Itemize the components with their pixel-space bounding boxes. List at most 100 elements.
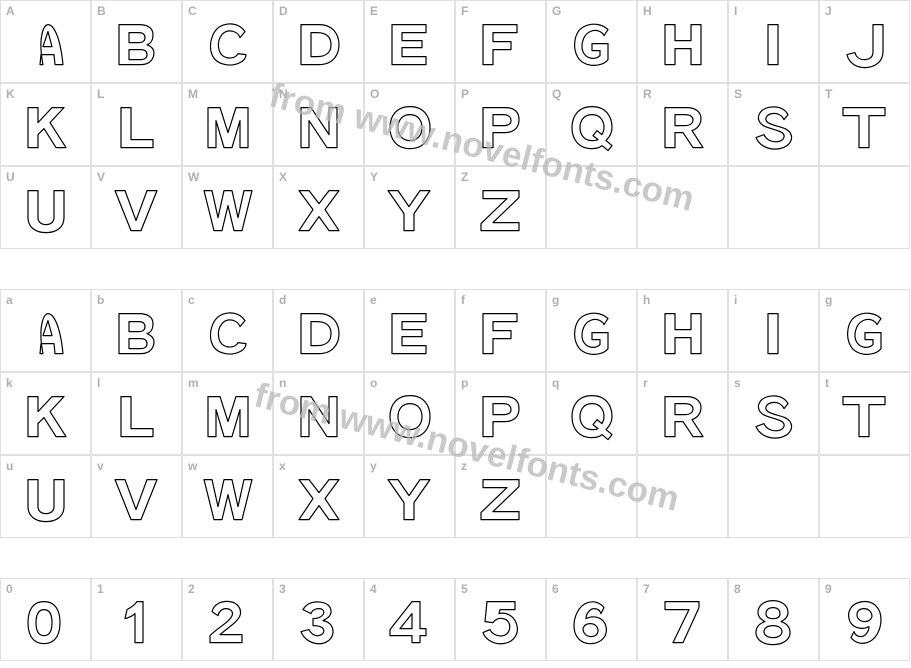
glyph-cell: F <box>455 0 546 83</box>
glyph-4 <box>382 596 438 648</box>
key-label: 9 <box>825 582 832 596</box>
glyph-5 <box>473 596 529 648</box>
key-label: T <box>825 87 832 101</box>
glyph-cell: V <box>91 166 182 249</box>
glyph-9 <box>837 596 893 648</box>
key-label: 0 <box>6 582 13 596</box>
spacer-cell <box>455 249 546 289</box>
key-label: G <box>552 4 561 18</box>
glyph-cell: n <box>273 372 364 455</box>
glyph-cell: k <box>0 372 91 455</box>
key-label: J <box>825 4 832 18</box>
glyph-cell: g <box>546 289 637 372</box>
glyph-cell: f <box>455 289 546 372</box>
blank-cell <box>819 455 910 538</box>
key-label: K <box>6 87 15 101</box>
glyph-cell: Y <box>364 166 455 249</box>
glyph-cell: W <box>182 166 273 249</box>
key-label: W <box>188 170 199 184</box>
glyph-cell: M <box>182 83 273 166</box>
key-label: A <box>6 4 15 18</box>
key-label: e <box>370 293 377 307</box>
glyph-cell: m <box>182 372 273 455</box>
key-label: N <box>279 87 288 101</box>
key-label: h <box>643 293 650 307</box>
glyph-1 <box>109 596 165 648</box>
glyph-row: 0123456789 <box>0 578 911 661</box>
glyph-K <box>18 390 74 442</box>
glyph-L <box>109 390 165 442</box>
glyph-cell: g <box>819 289 910 372</box>
glyph-cell: e <box>364 289 455 372</box>
glyph-cell: H <box>637 0 728 83</box>
glyph-cell: z <box>455 455 546 538</box>
glyph-7 <box>655 596 711 648</box>
glyph-cell: Z <box>455 166 546 249</box>
glyph-I <box>746 18 802 70</box>
key-label: c <box>188 293 195 307</box>
glyph-T <box>837 390 893 442</box>
glyph-V <box>109 184 165 236</box>
key-label: L <box>97 87 104 101</box>
glyph-6 <box>564 596 620 648</box>
glyph-D <box>291 18 347 70</box>
glyph-cell: v <box>91 455 182 538</box>
key-label: E <box>370 4 378 18</box>
glyph-U <box>18 473 74 525</box>
key-label: b <box>97 293 104 307</box>
key-label: 2 <box>188 582 195 596</box>
glyph-D <box>291 307 347 359</box>
glyph-N <box>291 101 347 153</box>
glyph-H <box>655 307 711 359</box>
glyph-T <box>837 101 893 153</box>
spacer-cell <box>455 538 546 578</box>
glyph-row: U VW XYZ <box>0 166 911 249</box>
glyph-row: abcdefghig <box>0 289 911 372</box>
spacer-cell <box>182 538 273 578</box>
glyph-cell: N <box>273 83 364 166</box>
glyph-S <box>746 101 802 153</box>
glyph-3 <box>291 596 347 648</box>
glyph-row: ABCDEFGHIJ <box>0 0 911 83</box>
glyph-G <box>564 307 620 359</box>
glyph-X <box>291 184 347 236</box>
glyph-cell: L <box>91 83 182 166</box>
key-label: t <box>825 376 829 390</box>
key-label: I <box>734 4 737 18</box>
key-label: y <box>370 459 377 473</box>
glyph-A <box>18 18 74 70</box>
key-label: u <box>6 459 13 473</box>
glyph-J <box>837 18 893 70</box>
glyph-C <box>200 307 256 359</box>
key-label: P <box>461 87 469 101</box>
key-label: i <box>734 293 737 307</box>
key-label: 4 <box>370 582 377 596</box>
glyph-F <box>473 18 529 70</box>
key-label: U <box>6 170 15 184</box>
glyph-grid: ABCDEFGHIJKLMNOPQRSTUVWXYZabcdefghigklmn… <box>0 0 911 661</box>
glyph-S <box>746 390 802 442</box>
glyph-cell: X <box>273 166 364 249</box>
key-label: D <box>279 4 288 18</box>
glyph-O <box>382 101 438 153</box>
key-label: F <box>461 4 468 18</box>
glyph-cell: 2 <box>182 578 273 661</box>
glyph-cell: i <box>728 289 819 372</box>
glyph-L <box>109 101 165 153</box>
glyph-R <box>655 390 711 442</box>
spacer-cell <box>273 538 364 578</box>
glyph-cell: Q <box>546 83 637 166</box>
key-label: 1 <box>97 582 104 596</box>
glyph-cell: r <box>637 372 728 455</box>
glyph-B <box>109 18 165 70</box>
glyph-cell: p <box>455 372 546 455</box>
glyph-cell: T <box>819 83 910 166</box>
key-label: m <box>188 376 199 390</box>
glyph-cell: 3 <box>273 578 364 661</box>
glyph-row: klmnopqrst <box>0 372 911 455</box>
glyph-cell: J <box>819 0 910 83</box>
key-label: n <box>279 376 286 390</box>
key-label: f <box>461 293 465 307</box>
glyph-cell: q <box>546 372 637 455</box>
glyph-cell: x <box>273 455 364 538</box>
